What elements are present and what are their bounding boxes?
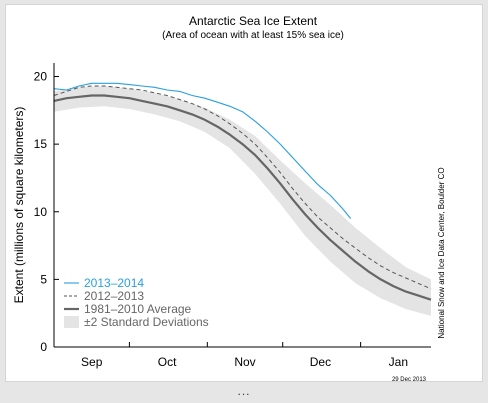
more-ellipsis[interactable]: ... — [237, 384, 251, 398]
series-line-2013-2014 — [53, 82, 352, 219]
series-line-average — [53, 94, 432, 301]
x-tick-label: Dec — [310, 355, 331, 369]
y-tick-label: 20 — [34, 70, 48, 84]
chart-subtitle: (Area of ocean with at least 15% sea ice… — [162, 30, 344, 41]
x-tick-label: Jan — [389, 355, 408, 369]
legend-average-label: 1981–2010 Average — [84, 302, 192, 316]
date-stamp: 29 Dec 2013 — [392, 377, 427, 383]
series-line-2012-2013 — [53, 85, 432, 290]
chart-card: Antarctic Sea Ice Extent (Area of ocean w… — [5, 4, 483, 383]
legend-2013-2014-label: 2013–2014 — [84, 276, 144, 290]
y-axis-label: Extent (millions of square kilometers) — [12, 107, 26, 304]
x-tick-label: Sep — [81, 355, 103, 369]
y-tick-label: 5 — [40, 272, 47, 286]
sea-ice-chart: Antarctic Sea Ice Extent (Area of ocean w… — [12, 14, 446, 383]
chart-title: Antarctic Sea Ice Extent — [189, 14, 318, 28]
legend-std-dev-label: ±2 Standard Deviations — [84, 315, 209, 329]
y-tick-label: 10 — [34, 205, 48, 219]
std-dev-band — [54, 86, 431, 316]
x-tick-label: Nov — [234, 355, 255, 369]
x-tick-label: Oct — [158, 355, 177, 369]
y-tick-label: 0 — [40, 340, 47, 354]
legend-std-dev-swatch — [64, 316, 79, 328]
source-credit: National Snow and Ice Data Center, Bould… — [437, 167, 446, 338]
legend-2012-2013-label: 2012–2013 — [84, 289, 144, 303]
y-tick-label: 15 — [34, 137, 48, 151]
